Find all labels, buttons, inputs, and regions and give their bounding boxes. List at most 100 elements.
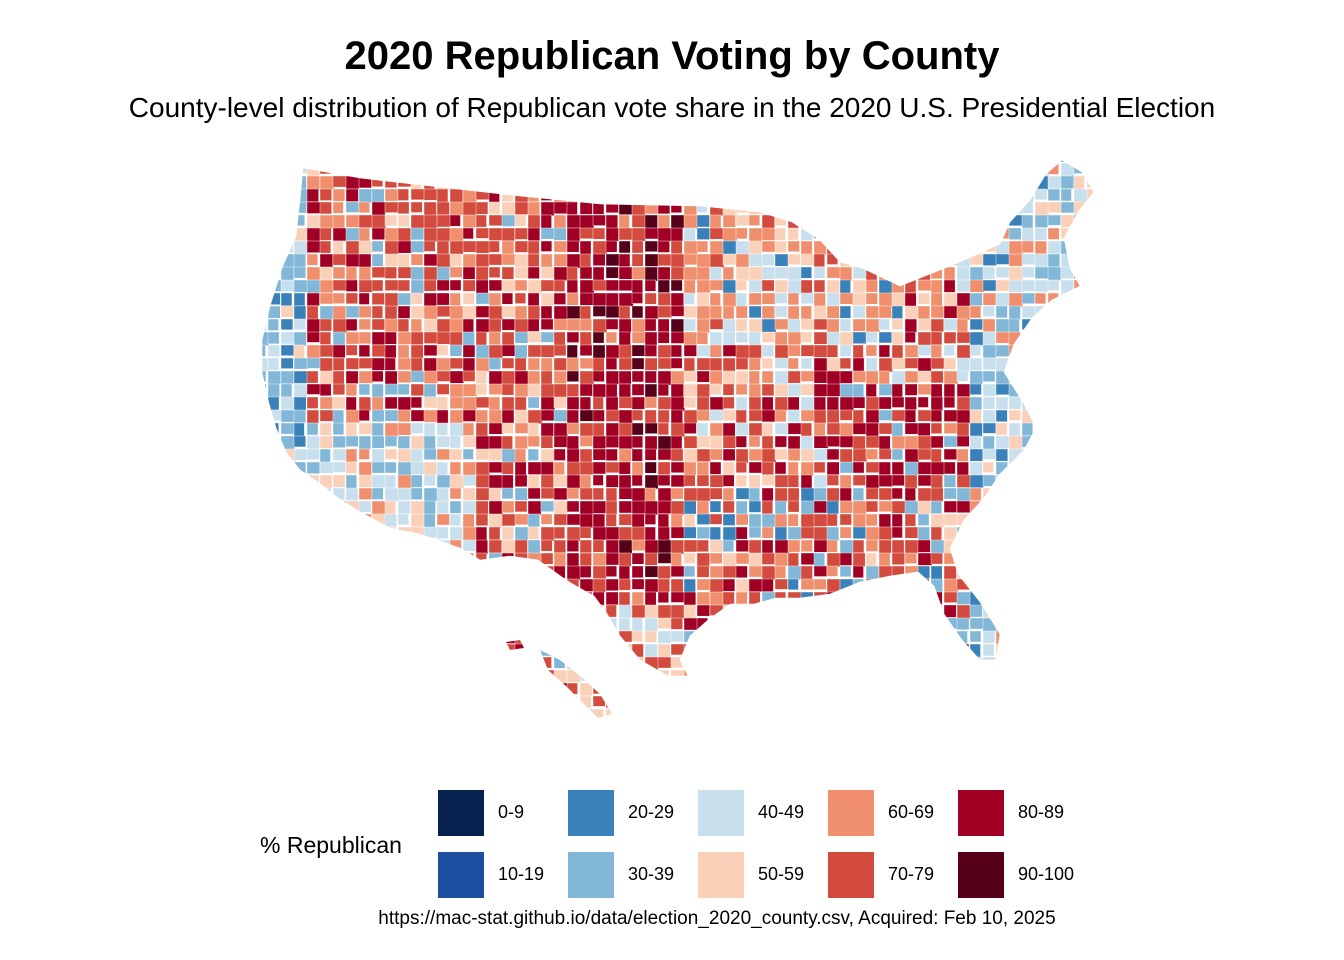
county-cell [423, 318, 437, 333]
county-cell [995, 695, 1009, 709]
county-cell [631, 201, 647, 216]
county-cell [891, 669, 907, 683]
county-cell [514, 331, 529, 344]
county-cell [813, 617, 827, 633]
county-cell [800, 214, 814, 230]
county-cell [293, 526, 307, 540]
county-cell [1021, 240, 1034, 253]
county-cell [358, 201, 370, 214]
county-cell [644, 160, 659, 162]
county-cell [735, 500, 748, 515]
county-cell [345, 669, 358, 684]
county-cell [709, 160, 721, 164]
county-cell [670, 201, 682, 213]
county-cell [553, 552, 566, 567]
county-cell [982, 331, 996, 346]
county-cell [262, 422, 268, 436]
legend-label: 90-100 [1018, 864, 1075, 884]
county-cell [1086, 578, 1094, 592]
county-cell [319, 318, 332, 332]
county-cell [332, 682, 346, 695]
county-cell [813, 708, 828, 718]
county-cell [397, 292, 411, 306]
county-cell [384, 578, 399, 592]
county-cell [696, 513, 711, 525]
county-cell [683, 461, 697, 476]
county-cell [1021, 227, 1034, 242]
county-cell [579, 708, 595, 718]
county-cell [774, 487, 788, 503]
county-cell [995, 708, 1011, 718]
county-cell [397, 526, 412, 538]
county-cell [930, 487, 944, 502]
county-cell [358, 305, 372, 318]
county-cell [1021, 526, 1033, 541]
county-cell [709, 435, 723, 449]
county-cell [1060, 461, 1073, 474]
county-cell [1047, 474, 1060, 486]
county-cell [262, 630, 267, 644]
county-cell [358, 188, 373, 204]
county-cell [527, 253, 540, 267]
county-cell [1073, 357, 1087, 372]
county-cell [514, 695, 528, 710]
county-cell [956, 160, 971, 163]
county-cell [553, 695, 566, 711]
county-cell [345, 682, 359, 696]
source-caption: https://mac-stat.github.io/data/election… [378, 908, 1056, 929]
county-cell [865, 656, 878, 669]
county-cell [527, 240, 540, 255]
county-cell [605, 513, 617, 527]
county-cell [657, 617, 672, 629]
county-cell [397, 305, 411, 319]
county-cell [397, 318, 410, 333]
county-cell [865, 682, 880, 697]
county-cell [475, 474, 490, 488]
county-cell [1047, 370, 1062, 386]
county-cell [488, 305, 504, 321]
county-cell [345, 578, 360, 592]
county-cell [891, 513, 903, 527]
county-cell [358, 461, 372, 476]
county-cell [306, 669, 322, 685]
county-cell [969, 630, 982, 643]
county-cell [956, 604, 971, 620]
county-cell [540, 617, 555, 632]
county-cell [722, 331, 736, 347]
county-cell [501, 266, 515, 280]
county-cell [553, 253, 569, 267]
county-cell [878, 279, 893, 295]
county-cell [359, 722, 370, 736]
county-cell [839, 344, 852, 357]
county-cell [917, 344, 932, 356]
county-cell [982, 344, 997, 359]
county-cell [280, 357, 294, 369]
county-cell [709, 240, 725, 255]
county-cell [1073, 331, 1086, 344]
county-cell [540, 227, 555, 240]
county-cell [540, 240, 553, 252]
county-cell [892, 722, 903, 736]
county-cell [943, 344, 955, 356]
county-cell [488, 500, 504, 516]
county-cell [1073, 617, 1089, 632]
county-cell [930, 552, 943, 565]
county-cell [658, 722, 672, 736]
county-cell [722, 409, 736, 421]
county-cell [605, 266, 619, 279]
county-cell [306, 266, 322, 281]
county-cell [579, 162, 594, 177]
county-cell [1060, 526, 1073, 542]
county-cell [774, 318, 789, 330]
county-cell [774, 656, 788, 669]
county-cell [735, 162, 749, 175]
county-cell [1073, 708, 1088, 718]
county-cell [644, 500, 658, 515]
county-cell [631, 357, 645, 370]
county-cell [930, 160, 946, 163]
county-cell [1008, 279, 1023, 293]
county-cell [267, 175, 279, 187]
county-cell [644, 201, 659, 215]
county-cell [280, 370, 294, 385]
county-cell [579, 344, 593, 356]
